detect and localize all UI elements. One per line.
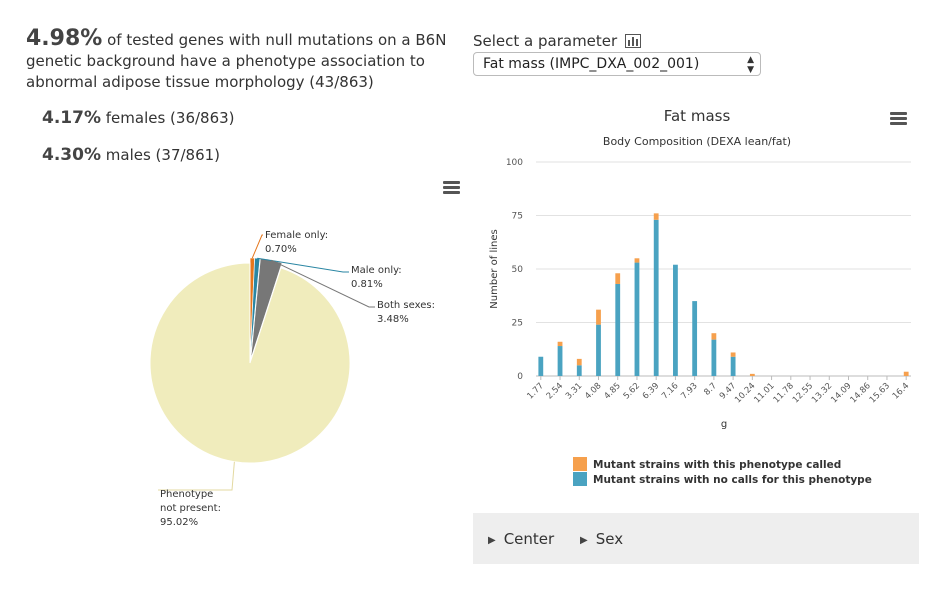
- filter-center[interactable]: ▶ Center: [488, 530, 554, 548]
- y-tick-label: 0: [517, 372, 523, 382]
- bar-called: [711, 333, 717, 340]
- bar-chart: Fat mass Body Composition (DEXA lean/fat)…: [489, 107, 911, 486]
- select-arrows-icon: ▲ ▼: [747, 55, 754, 75]
- summary-percent: 4.98%: [26, 26, 103, 51]
- caret-right-icon: ▶: [580, 535, 588, 546]
- parameter-label-text: Select a parameter: [473, 32, 618, 50]
- bar-no-call: [673, 264, 678, 376]
- legend-label: Mutant strains with no calls for this ph…: [593, 474, 872, 486]
- pie-label: Male only:: [351, 265, 402, 276]
- male-text: males (37/861): [105, 146, 221, 164]
- bar-no-call: [615, 283, 621, 376]
- parameter-label: Select a parameter: [473, 32, 641, 50]
- bar-no-call: [634, 262, 640, 376]
- male-summary: 4.30% males (37/861): [42, 145, 220, 165]
- x-tick-label: 14.09: [829, 381, 853, 405]
- x-tick-label: 12.55: [791, 381, 815, 405]
- pie-label: 95.02%: [160, 517, 198, 528]
- pie-slice: [149, 262, 351, 464]
- bar-called: [596, 309, 601, 325]
- x-tick-label: 11.01: [752, 381, 776, 405]
- y-tick-label: 25: [512, 319, 523, 329]
- bar-no-call: [557, 346, 563, 376]
- bar-called: [634, 258, 640, 263]
- parameter-select[interactable]: Fat mass (IMPC_DXA_002_001) ▲ ▼: [473, 52, 761, 76]
- bar-called: [730, 352, 736, 357]
- legend-label: Mutant strains with this phenotype calle…: [593, 459, 841, 471]
- legend-swatch: [573, 457, 587, 471]
- x-tick-label: 6.39: [641, 381, 661, 401]
- pie-connector: [271, 259, 375, 308]
- male-percent: 4.30%: [42, 145, 101, 165]
- x-tick-label: 10.24: [733, 381, 757, 405]
- pie-label: not present:: [160, 503, 221, 514]
- pie-chart: Female only: 0.70% Male only: 0.81% Both sex…: [149, 230, 435, 528]
- x-tick-label: 15.63: [868, 381, 892, 405]
- pie-connector: [158, 461, 235, 491]
- pie-connector: [257, 257, 349, 273]
- bar-no-call: [596, 324, 601, 376]
- bar-called: [749, 373, 755, 376]
- x-tick-label: 7.16: [660, 381, 680, 401]
- x-tick-label: 2.54: [545, 381, 565, 401]
- bar-called: [557, 341, 563, 347]
- x-tick-label: 4.08: [583, 381, 603, 401]
- x-tick-label: 8.7: [702, 381, 719, 398]
- x-tick-label: 13.32: [810, 381, 834, 405]
- pie-label: 0.81%: [351, 279, 383, 290]
- pie-label: 3.48%: [377, 314, 409, 325]
- caret-right-icon: ▶: [488, 535, 496, 546]
- bar-no-call: [576, 365, 582, 376]
- x-tick-label: 14.86: [849, 381, 873, 405]
- x-tick-label: 7.93: [679, 381, 699, 401]
- pie-label: Phenotype: [160, 489, 213, 500]
- filter-sex[interactable]: ▶ Sex: [580, 530, 623, 548]
- bar-called: [615, 273, 621, 284]
- summary-headline: 4.98% of tested genes with null mutation…: [26, 28, 466, 93]
- x-tick-label: 5.62: [622, 381, 642, 401]
- bar-chart-icon: [624, 34, 641, 48]
- pie-label: Female only:: [265, 230, 328, 241]
- bar-no-call: [730, 356, 736, 376]
- summary-text: of tested genes with null mutations on a…: [26, 31, 447, 91]
- pie-label: Both sexes:: [377, 300, 435, 311]
- x-tick-label: 4.85: [602, 381, 622, 401]
- x-tick-label: 3.31: [564, 381, 584, 401]
- parameter-select-value: Fat mass (IMPC_DXA_002_001): [483, 56, 700, 72]
- y-tick-label: 50: [512, 265, 524, 275]
- female-summary: 4.17% females (36/863): [42, 108, 235, 128]
- bar-menu-icon[interactable]: [890, 112, 907, 125]
- legend-swatch: [573, 472, 587, 486]
- filter-panel: ▶ Center ▶ Sex: [473, 513, 919, 564]
- bar-no-call: [538, 356, 544, 376]
- x-axis-label: g: [721, 419, 727, 430]
- filter-center-label: Center: [503, 530, 555, 548]
- y-axis-label: Number of lines: [489, 229, 500, 308]
- x-tick-label: 1.77: [525, 381, 545, 401]
- bar-no-call: [692, 301, 698, 376]
- chart-subtitle: Body Composition (DEXA lean/fat): [603, 135, 791, 148]
- bar-called: [576, 358, 582, 366]
- y-tick-label: 75: [512, 212, 523, 222]
- y-tick-label: 100: [506, 158, 523, 168]
- pie-label: 0.70%: [265, 244, 297, 255]
- female-percent: 4.17%: [42, 108, 101, 128]
- bar-called: [653, 213, 659, 220]
- pie-menu-icon[interactable]: [443, 181, 460, 194]
- x-tick-label: 16.4: [891, 381, 911, 401]
- bar-called: [903, 371, 909, 376]
- pie-connector: [251, 234, 263, 259]
- bar-no-call: [653, 219, 659, 376]
- female-text: females (36/863): [105, 109, 235, 127]
- bar-no-call: [711, 339, 717, 376]
- x-tick-label: 11.78: [772, 381, 796, 405]
- chart-title: Fat mass: [664, 107, 731, 125]
- filter-sex-label: Sex: [595, 530, 624, 548]
